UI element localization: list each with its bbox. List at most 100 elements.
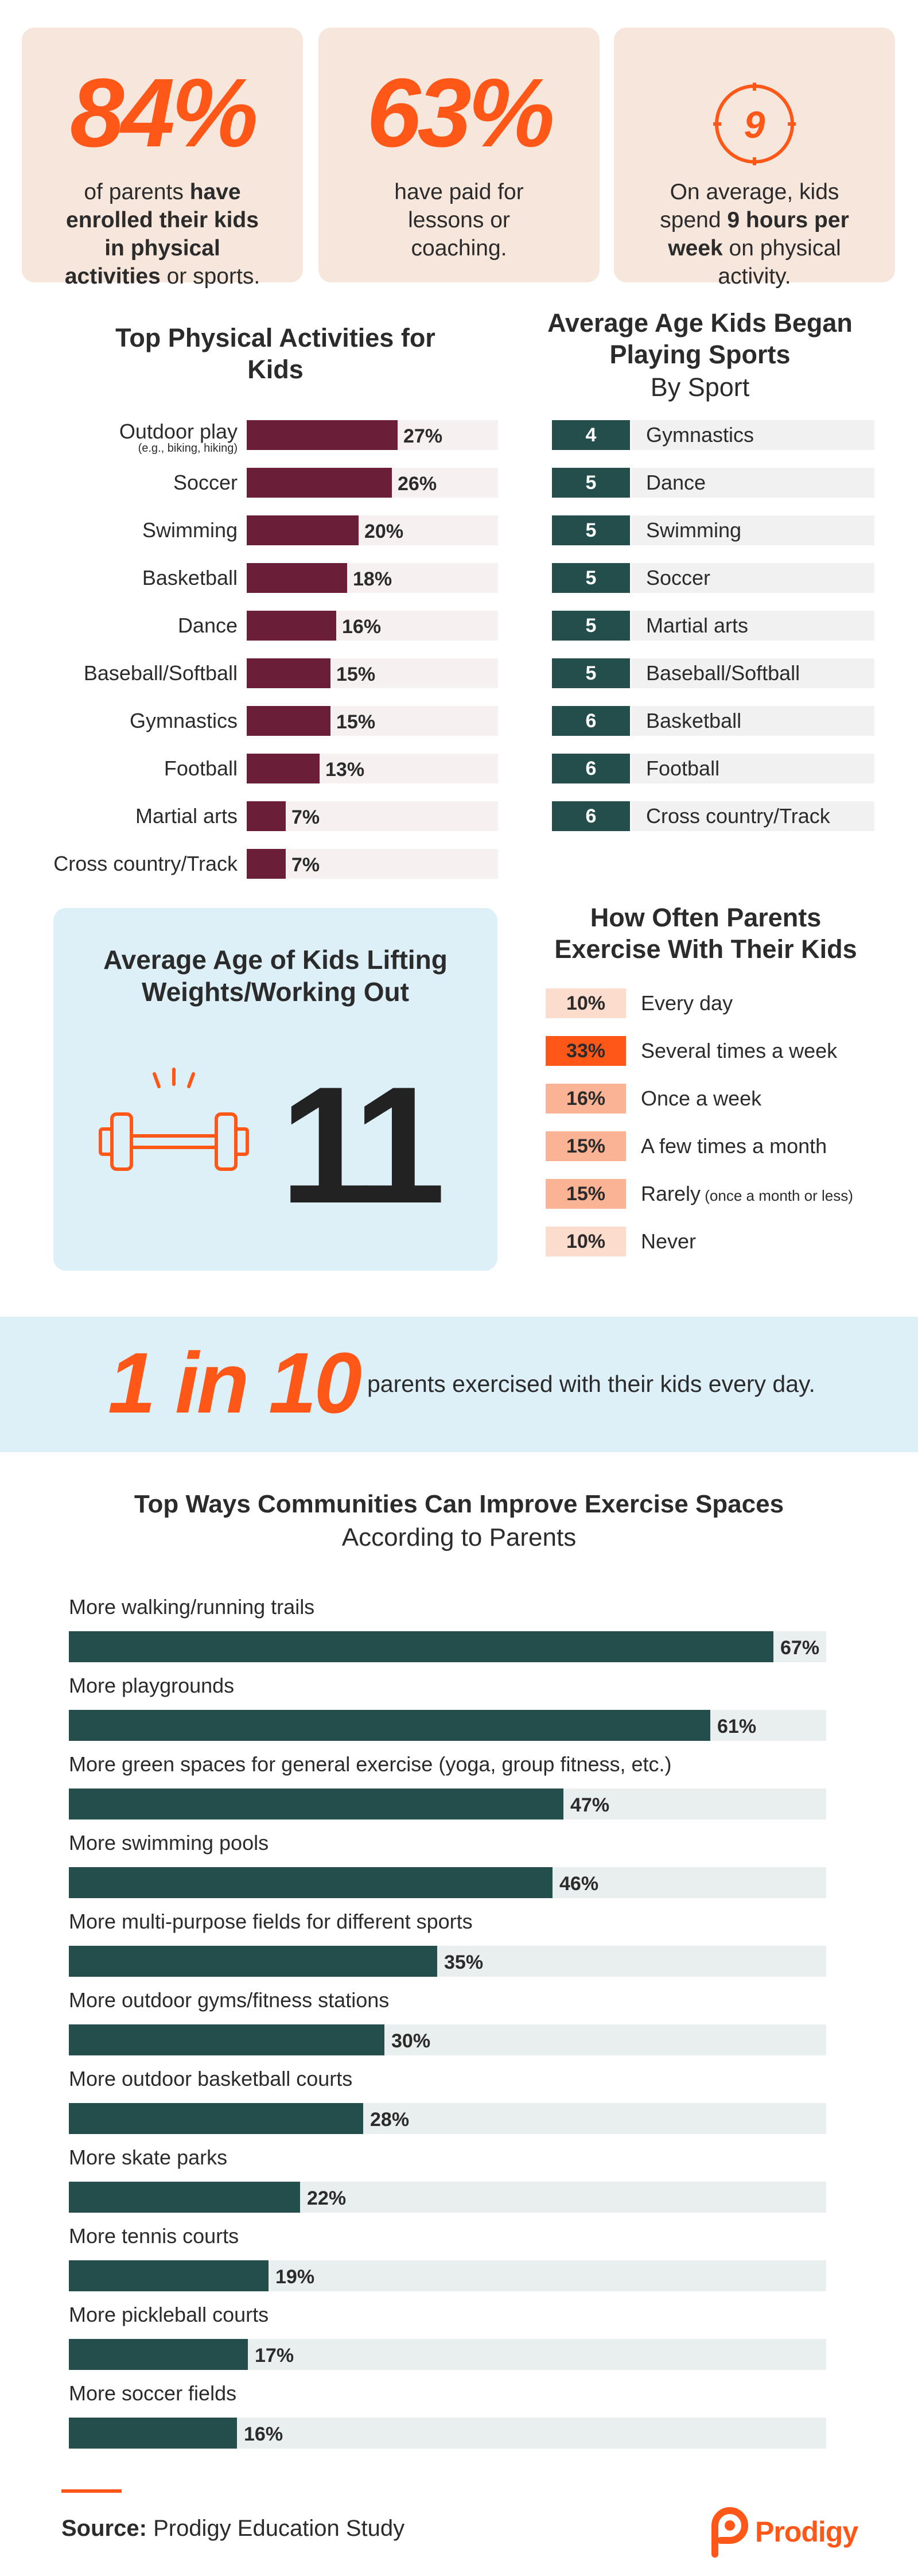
community-title: Top Ways Communities Can Improve Exercis… [134, 1490, 784, 1518]
stat-card-paid-lessons: 63% have paid for lessons or coaching. [318, 28, 600, 282]
activity-label: Martial arts [135, 804, 238, 828]
age-row: Cross country/Track [631, 801, 874, 831]
community-label: More swimming pools [69, 1831, 269, 1855]
age-value: 4 [552, 420, 630, 450]
community-value: 47% [570, 1794, 610, 1816]
activity-bar [247, 420, 398, 450]
activity-bar-track: 15% [247, 706, 498, 736]
activity-bar [247, 515, 359, 545]
footer-divider [61, 2489, 122, 2493]
age-sport-label: Soccer [646, 566, 711, 589]
frequency-title: How Often Parents Exercise With Their Ki… [554, 903, 857, 964]
age-row: Football [631, 754, 874, 783]
community-bar [69, 1789, 563, 1820]
community-label: More pickleball courts [69, 2303, 269, 2326]
lifting-age-value: 11 [280, 1052, 446, 1238]
community-label: More skate parks [69, 2146, 228, 2169]
community-value: 16% [244, 2423, 283, 2445]
age-sport-label: Football [646, 756, 720, 780]
activity-value: 16% [342, 616, 382, 638]
activity-value: 18% [353, 568, 392, 590]
community-value: 46% [559, 1873, 599, 1895]
activity-bar [247, 801, 286, 831]
activity-label: Basketball [142, 566, 238, 589]
community-label: More soccer fields [69, 2381, 237, 2405]
frequency-value: 15% [546, 1131, 626, 1161]
activity-bar-track: 20% [247, 515, 498, 545]
frequency-label: A few times a month [641, 1134, 827, 1158]
community-bar [69, 1867, 553, 1898]
community-bar-track: 46% [69, 1867, 826, 1898]
age-sport-label: Baseball/Softball [646, 661, 800, 685]
community-value: 22% [307, 2187, 347, 2209]
age-row: Soccer [631, 563, 874, 593]
community-value: 30% [391, 2030, 431, 2052]
frequency-value: 33% [546, 1036, 626, 1066]
banner-stat: 1 in 10 [108, 1334, 362, 1431]
prodigy-logo-icon [711, 2507, 748, 2558]
frequency-value: 10% [546, 988, 626, 1018]
activity-bar [247, 563, 347, 593]
activity-value: 13% [325, 759, 365, 781]
activity-bar-track: 16% [247, 611, 498, 641]
community-bar-track: 22% [69, 2182, 826, 2213]
activity-value: 26% [398, 473, 437, 495]
source-note: Source: Prodigy Education Study [61, 2516, 405, 2541]
stat-description: of parents have enrolled their kids in p… [64, 180, 260, 289]
activity-bar-track: 7% [247, 801, 498, 831]
activity-bar-track: 27% [247, 420, 498, 450]
activity-label: Outdoor play [119, 420, 238, 443]
community-bar [69, 2339, 248, 2370]
stat-value: 63% [366, 59, 555, 168]
age-value: 5 [552, 611, 630, 641]
banner-text: parents exercised with their kids every … [367, 1371, 815, 1397]
activity-value: 20% [364, 521, 404, 542]
community-value: 35% [444, 1952, 484, 1973]
lifting-card: Average Age of Kids Lifting Weights/Work… [53, 908, 497, 1271]
activity-bar-track: 26% [247, 468, 498, 498]
age-title: Average Age Kids Began Playing Sports [547, 308, 853, 369]
activity-value: 15% [336, 711, 376, 733]
community-value: 28% [370, 2109, 410, 2131]
community-bar-track: 47% [69, 1789, 826, 1820]
community-label: More outdoor basketball courts [69, 2067, 353, 2090]
community-bar-track: 19% [69, 2260, 826, 2291]
clock-value: 9 [744, 103, 765, 146]
age-sport-label: Dance [646, 471, 706, 494]
dumbbell-icon [99, 1068, 249, 1171]
community-bar-track: 28% [69, 2103, 826, 2134]
age-value: 5 [552, 658, 630, 688]
community-bar [69, 2024, 384, 2055]
age-value: 5 [552, 563, 630, 593]
community-bar-track: 61% [69, 1710, 826, 1741]
activity-label-note: (e.g., biking, hiking) [138, 442, 238, 455]
age-sport-label: Basketball [646, 709, 742, 732]
activity-bar [247, 611, 336, 641]
age-row: Martial arts [631, 611, 874, 641]
age-row: Basketball [631, 706, 874, 736]
community-label: More multi-purpose fields for different … [69, 1910, 473, 1933]
activity-bar [247, 754, 320, 783]
clock-icon: 9 [713, 83, 796, 165]
community-bar [69, 1710, 710, 1741]
lifting-title: Average Age of Kids Lifting Weights/Work… [103, 945, 448, 1007]
stat-card-hours: 9 On average, kids spend 9 hours per wee… [614, 28, 895, 289]
activity-bar-track: 13% [247, 754, 498, 783]
frequency-label: Every day [641, 991, 733, 1015]
activity-value: 7% [291, 806, 320, 828]
activity-label: Swimming [142, 518, 238, 542]
stat-description: have paid for lessons or coaching. [394, 180, 524, 261]
community-bar-track: 35% [69, 1946, 826, 1977]
community-bar [69, 2182, 300, 2213]
age-value: 5 [552, 468, 630, 498]
activity-label: Cross country/Track [53, 852, 238, 875]
community-bar-track: 30% [69, 2024, 826, 2055]
community-label: More walking/running trails [69, 1595, 315, 1619]
frequency-label: Rarely (once a month or less) [641, 1182, 853, 1205]
age-value: 6 [552, 801, 630, 831]
community-label: More playgrounds [69, 1674, 235, 1697]
community-label: More green spaces for general exercise (… [69, 1752, 672, 1776]
activity-bar-track: 15% [247, 658, 498, 688]
age-row: Baseball/Softball [631, 658, 874, 688]
age-row: Dance [631, 468, 874, 498]
